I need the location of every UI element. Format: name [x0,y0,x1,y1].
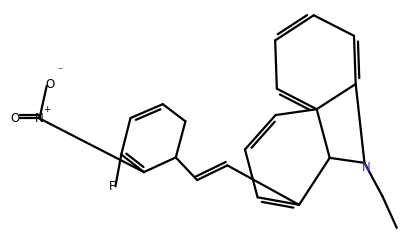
Text: O: O [10,112,20,125]
Text: N: N [35,112,44,125]
Text: O: O [45,78,55,91]
Text: F: F [109,180,116,193]
Text: ⁻: ⁻ [57,66,63,76]
Text: +: + [43,105,51,114]
Text: N: N [362,161,371,174]
